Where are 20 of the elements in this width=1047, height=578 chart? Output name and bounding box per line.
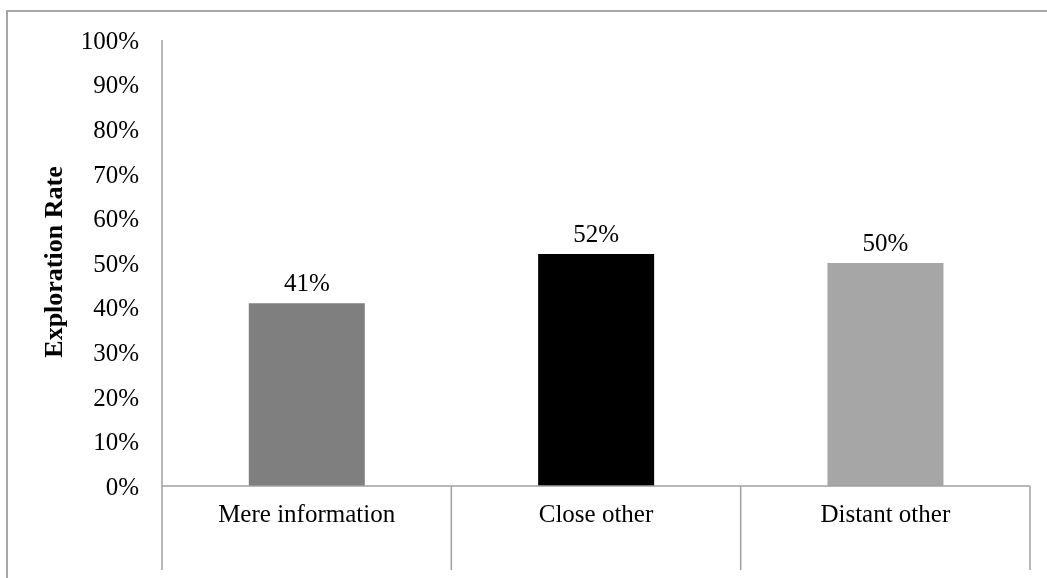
data-label: 41% [283, 269, 330, 297]
x-tick-label: Distant other [820, 499, 951, 527]
bar [538, 254, 655, 486]
y-tick-label: 50% [93, 249, 139, 277]
y-tick-label: 80% [93, 116, 139, 144]
y-tick-label: 20% [93, 383, 139, 411]
y-tick-label: 40% [93, 294, 139, 322]
y-axis-title: Exploration Rate [39, 166, 68, 358]
y-tick-label: 0% [105, 472, 139, 500]
y-tick-label: 30% [93, 339, 139, 367]
bar [248, 303, 365, 486]
y-tick-label: 60% [93, 205, 139, 233]
data-label: 52% [573, 220, 620, 248]
x-tick-label: Mere information [218, 499, 396, 527]
x-tick-label: Close other [538, 499, 654, 527]
data-label: 50% [862, 229, 909, 256]
y-tick-label: 70% [93, 160, 139, 188]
y-tick-label: 90% [93, 71, 139, 99]
y-tick-label: 100% [80, 26, 139, 54]
y-tick-label: 10% [93, 428, 139, 456]
